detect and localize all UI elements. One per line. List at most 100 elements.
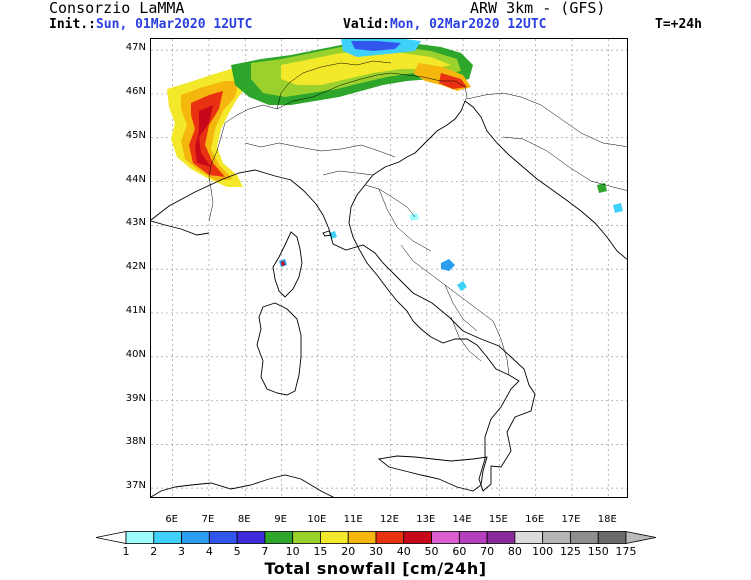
colorbar-bin: [264, 531, 294, 544]
colorbar-bin: [208, 531, 238, 544]
colorbar-level-label: 7: [261, 545, 269, 558]
lead-time: T=+24h: [655, 17, 702, 32]
france-coastline: [151, 220, 210, 236]
lon-tick-label: 10E: [307, 514, 327, 525]
model-title: ARW 3km - (GFS): [470, 0, 606, 17]
colorbar-bin: [486, 531, 516, 544]
colorbar-level-label: 125: [559, 545, 581, 558]
colorbar-bin: [375, 531, 405, 544]
lon-tick-label: 13E: [416, 514, 436, 525]
colorbar-level-label: 10: [285, 545, 300, 558]
lon-tick-label: 18E: [597, 514, 617, 525]
italy-coastline: [151, 100, 536, 492]
elba: [322, 230, 332, 237]
alps-border: [208, 72, 468, 222]
snowfall-area: [597, 183, 607, 193]
colorbar-level-label: 5: [233, 545, 241, 558]
snowfall-area: [351, 41, 401, 51]
lat-tick-label: 40N: [125, 348, 146, 360]
init-value: Sun, 01Mar2020 12UTC: [95, 17, 253, 32]
snowfall-area: [281, 51, 451, 85]
lon-tick-label: 11E: [343, 514, 363, 525]
lon-tick-label: 16E: [525, 514, 545, 525]
colorbar-level-label: 150: [587, 545, 609, 558]
lat-tick-label: 42N: [125, 261, 146, 273]
colorbar-level-label: 2: [150, 545, 158, 558]
colorbar-over-triangle: [625, 531, 656, 544]
lon-tick-label: 15E: [488, 514, 508, 525]
colorbar-level-label: 4: [205, 545, 213, 558]
coastlines: [151, 100, 627, 497]
snowfall-area: [195, 105, 213, 167]
colorbar-title: Total snowfall [cm/24h]: [264, 559, 487, 578]
valid-value: Mon, 02Mar2020 12UTC: [389, 17, 547, 32]
corsica: [272, 231, 303, 298]
valid-line: Valid:Mon, 02Mar2020 12UTC: [343, 17, 547, 33]
colorbar-level-label: 20: [341, 545, 356, 558]
colorbar-bin: [320, 531, 349, 544]
colorbar-level-label: 30: [369, 545, 383, 558]
colorbar-bin: [347, 531, 377, 544]
colorbar-level-label: 175: [615, 545, 637, 558]
colorbar-bin: [570, 531, 599, 544]
colorbar-level-label: 60: [452, 545, 467, 558]
sicily: [377, 455, 488, 492]
colorbar-level-label: 1: [122, 545, 130, 558]
colorbar: [96, 531, 656, 544]
lat-tick-label: 44N: [125, 173, 146, 185]
graticule: [151, 39, 627, 497]
colorbar-bin: [153, 531, 182, 544]
colorbar-level-label: 70: [480, 545, 495, 558]
lat-tick-label: 46N: [125, 85, 146, 97]
colorbar-bin: [458, 531, 488, 544]
swiss-austria-border: [276, 60, 392, 110]
balkan-coastline: [464, 100, 627, 260]
init-label: Init.:: [49, 17, 96, 32]
colorbar-level-label: 50: [424, 545, 439, 558]
lon-tick-label: 6E: [165, 514, 178, 525]
snowfall-area: [281, 261, 285, 266]
snowfall-area: [441, 259, 455, 271]
colorbar-bin: [514, 531, 544, 544]
colorbar-level-label: 100: [532, 545, 554, 558]
lat-tick-label: 37N: [125, 480, 146, 492]
org-title: Consorzio LaMMA: [49, 0, 185, 17]
lat-tick-label: 41N: [125, 304, 146, 316]
lon-tick-label: 7E: [201, 514, 215, 525]
colorbar-bin: [597, 531, 627, 544]
lat-tick-label: 38N: [125, 436, 146, 448]
colorbar-bin: [431, 531, 460, 544]
lat-tick-label: 39N: [125, 392, 146, 404]
lon-tick-label: 8E: [237, 514, 251, 525]
lon-tick-label: 14E: [452, 514, 472, 525]
colorbar-level-label: 3: [178, 545, 186, 558]
snowfall-field: [167, 39, 623, 291]
colorbar-level-label: 40: [396, 545, 411, 558]
lon-tick-label: 9E: [274, 514, 287, 525]
colorbar-level-label: 15: [313, 545, 328, 558]
colorbar-bin: [125, 531, 155, 544]
valid-label: Valid:: [343, 17, 390, 32]
africa-coastline: [151, 474, 335, 497]
sardinia: [256, 302, 302, 396]
colorbar-bin: [403, 531, 432, 544]
colorbar-bin: [292, 531, 321, 544]
map-frame: [150, 38, 628, 498]
init-line: Init.:Sun, 01Mar2020 12UTC: [49, 17, 253, 33]
snowfall-area: [409, 213, 419, 221]
balkan-borders: [466, 92, 627, 191]
map-canvas: [151, 39, 627, 497]
colorbar-bin: [542, 531, 571, 544]
lat-tick-label: 45N: [125, 129, 146, 141]
colorbar-level-label: 80: [507, 545, 522, 558]
regional-borders: [244, 142, 510, 376]
borders: [208, 60, 627, 376]
snowfall-area: [457, 281, 467, 291]
snowfall-area: [613, 203, 623, 213]
lon-tick-label: 17E: [561, 514, 581, 525]
colorbar-under-triangle: [96, 531, 127, 544]
lat-tick-label: 43N: [125, 217, 146, 229]
lat-tick-label: 47N: [125, 42, 146, 54]
colorbar-bin: [236, 531, 266, 544]
lon-tick-label: 12E: [379, 514, 399, 525]
